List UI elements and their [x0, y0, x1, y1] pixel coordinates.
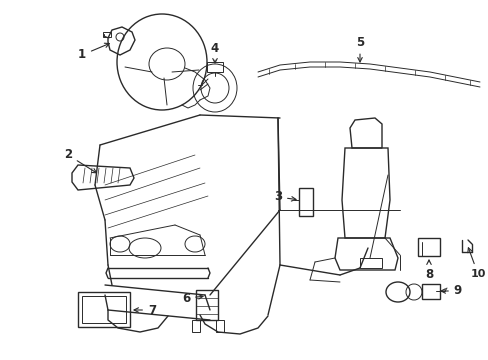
Bar: [359, 258, 381, 268]
Bar: [78, 292, 130, 327]
Text: 4: 4: [210, 41, 219, 63]
Bar: [82, 296, 126, 323]
Bar: [103, 32, 111, 37]
Bar: [206, 62, 223, 72]
Bar: [298, 188, 312, 216]
Text: 9: 9: [440, 284, 461, 297]
Text: 6: 6: [182, 292, 203, 305]
Text: 5: 5: [355, 36, 364, 62]
Text: 1: 1: [78, 43, 109, 62]
Text: 8: 8: [424, 260, 432, 280]
Bar: [216, 320, 224, 332]
Text: 10: 10: [467, 248, 485, 279]
Text: 7: 7: [134, 303, 156, 316]
Text: 3: 3: [273, 190, 295, 203]
Text: 2: 2: [64, 148, 97, 173]
Bar: [196, 290, 218, 320]
Bar: [417, 238, 439, 256]
Bar: [192, 320, 200, 332]
Bar: [421, 284, 439, 299]
